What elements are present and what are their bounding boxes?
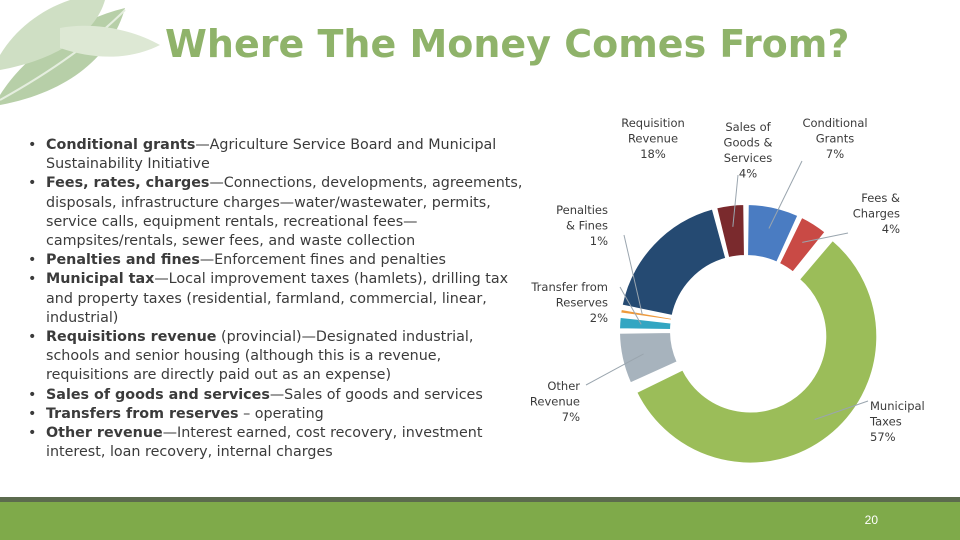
slice-label-line: & Fines <box>566 219 608 233</box>
slice-label-line: Municipal <box>870 399 925 413</box>
footer-bar: 20 <box>0 502 960 540</box>
bullet-item: Other revenue—Interest earned, cost reco… <box>28 424 523 462</box>
slide-number: 20 <box>864 513 878 527</box>
bullet-term: Sales of goods and services <box>46 386 270 403</box>
slice-label-line: Goods & <box>724 136 773 150</box>
leader-line <box>768 160 803 229</box>
leader-line <box>802 232 849 243</box>
slice-label: Requisition Revenue 18% <box>621 116 685 161</box>
bullet-item: Penalties and fines—Enforcement fines an… <box>28 251 523 270</box>
slice-label-line: Fees & <box>861 191 900 205</box>
bullet-text: Agriculture Service Board and Municipal … <box>46 137 497 173</box>
slice-percent: 4% <box>882 222 900 236</box>
donut-slice <box>634 238 879 465</box>
bullet-text: Connections, developments, agreements, d… <box>46 175 523 250</box>
bullet-item: Sales of goods and services—Sales of goo… <box>28 386 523 405</box>
slice-label-line: Taxes <box>869 415 902 429</box>
donut-slice <box>746 202 800 265</box>
donut-slice <box>619 307 674 322</box>
slice-label-line: Reserves <box>556 296 608 310</box>
slice-label-line: Other <box>547 379 580 393</box>
slice-percent: 7% <box>826 147 844 161</box>
bullet-text: Enforcement fines and penalties <box>214 252 446 269</box>
slice-label-line: Services <box>724 151 773 165</box>
slice-label: Penalties & Fines 1% <box>556 203 608 248</box>
slice-label: Other Revenue 7% <box>530 379 580 424</box>
donut-slice <box>777 215 827 274</box>
bullet-text: Sales of goods and services <box>284 386 483 403</box>
slice-percent: 18% <box>640 147 666 161</box>
donut-slice <box>714 202 746 260</box>
leader-line <box>585 353 644 386</box>
revenue-donut-chart: Conditional Grants 7%Fees & Charges 4%Munici… <box>530 116 925 465</box>
bullet-item: Conditional grants—Agriculture Service B… <box>28 136 523 174</box>
leader-line <box>814 400 869 420</box>
bullet-item: Transfers from reserves – operating <box>28 405 523 424</box>
slice-label: Fees & Charges 4% <box>853 191 900 236</box>
slice-label-line: Penalties <box>556 203 608 217</box>
slice-label: Conditional Grants 7% <box>802 116 867 161</box>
bullet-item: Fees, rates, charges—Connections, develo… <box>28 174 523 251</box>
leaf-logo <box>0 0 160 105</box>
slice-label-line: Revenue <box>628 132 678 146</box>
slice-label: Transfer from Reserves 2% <box>530 280 608 325</box>
bullet-term: Requisitions revenue <box>46 329 217 346</box>
donut-slice <box>617 315 673 331</box>
slice-label: Municipal Taxes 57% <box>869 399 925 444</box>
slice-label-line: Grants <box>816 132 854 146</box>
slice-percent: 7% <box>562 410 580 424</box>
bullet-item: Municipal tax—Local improvement taxes (h… <box>28 270 523 328</box>
slice-label-line: Requisition <box>621 116 685 130</box>
slice-label-line: Revenue <box>530 395 580 409</box>
bullet-text: (provincial)—Designated industrial, scho… <box>46 329 474 384</box>
bullet-text: Interest earned, cost recovery, investme… <box>46 425 483 461</box>
bullet-text: Local improvement taxes (hamlets), drill… <box>46 271 509 326</box>
slice-label-line: Transfer from <box>530 280 608 294</box>
bullet-term: Penalties and fines <box>46 252 200 269</box>
slice-label-line: Sales of <box>725 120 771 134</box>
slice-label: Sales of Goods & Services 4% <box>724 120 773 181</box>
slice-percent: 57% <box>870 430 896 444</box>
donut-slice <box>620 207 728 318</box>
bullet-term: Fees, rates, charges <box>46 175 210 192</box>
bullet-list: Conditional grants—Agriculture Service B… <box>28 136 523 462</box>
slice-label-line: Conditional <box>802 116 867 130</box>
bullet-term: Other revenue <box>46 425 163 442</box>
page-title: Where The Money Comes From? <box>165 22 850 66</box>
slice-label-line: Charges <box>853 207 900 221</box>
bullet-text: operating <box>254 405 324 422</box>
bullet-term: Conditional grants <box>46 137 196 153</box>
footer-divider <box>0 497 960 502</box>
slice-percent: 1% <box>590 234 608 248</box>
bullet-item: Requisitions revenue (provincial)—Design… <box>28 328 523 386</box>
leader-line <box>619 286 642 325</box>
leader-line <box>732 174 739 227</box>
leader-line <box>623 234 643 315</box>
slice-percent: 2% <box>590 311 608 325</box>
donut-slice <box>617 331 680 385</box>
bullet-term: Municipal tax <box>46 271 155 288</box>
bullet-term: Transfers from reserves <box>46 405 239 422</box>
slice-percent: 4% <box>739 167 757 181</box>
